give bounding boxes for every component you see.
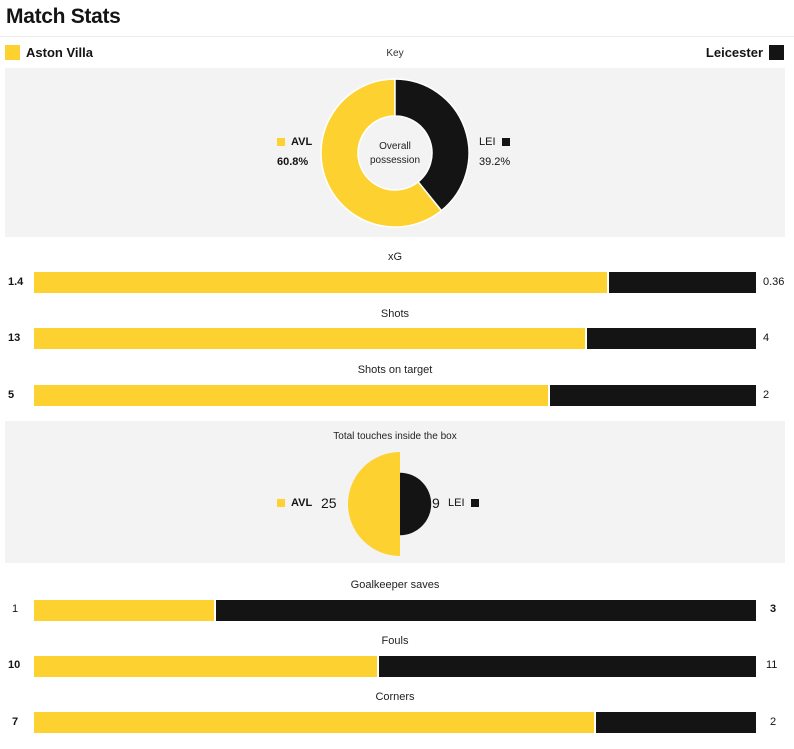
bar-gap [548, 385, 550, 406]
away-legend-swatch [470, 499, 479, 507]
stat-bar [34, 328, 756, 349]
stat-label: Corners [375, 691, 415, 703]
bar-gap [607, 272, 609, 293]
home-touches-legend: AVL [277, 497, 312, 509]
away-stat-value: 2 [763, 389, 770, 401]
home-stat-value: 10 [8, 659, 21, 671]
away-team-header: Leicester [706, 45, 784, 60]
touches-panel: Total touches inside the box AVL 25 9 LE… [5, 421, 785, 563]
home-legend-swatch [277, 138, 285, 146]
home-stat-value: 1 [12, 603, 19, 615]
away-legend-swatch [501, 138, 510, 146]
away-color-swatch [769, 45, 784, 60]
away-touches-half-circle [400, 472, 432, 536]
away-bar-segment [379, 656, 756, 677]
possession-center-line1: Overall [379, 141, 411, 152]
stat-bar [34, 272, 756, 293]
home-bar-segment [34, 600, 214, 621]
possession-donut [320, 78, 470, 228]
away-possession-legend: LEI [479, 136, 510, 148]
bar-gap [377, 656, 379, 677]
home-stat-value: 1.4 [8, 276, 24, 288]
home-touches-value: 25 [321, 495, 337, 511]
home-team-name: Aston Villa [26, 45, 93, 60]
home-stat-value: 7 [12, 716, 19, 728]
stat-bar [34, 600, 756, 621]
home-bar-segment [34, 272, 607, 293]
home-color-swatch [5, 45, 20, 60]
bar-gap [594, 712, 596, 733]
home-possession-legend: AVL [277, 136, 312, 148]
away-stat-value: 4 [763, 332, 770, 344]
away-stat-value: 11 [766, 659, 778, 671]
home-stat-value: 13 [8, 332, 21, 344]
home-bar-segment [34, 712, 594, 733]
away-possession-slice [394, 78, 470, 212]
stat-label: Fouls [381, 635, 409, 647]
home-possession-slice [320, 78, 443, 228]
away-bar-segment [596, 712, 756, 733]
stat-label: xG [387, 251, 403, 263]
home-possession-value: 60.8% [277, 156, 309, 168]
stat-bar [34, 656, 756, 677]
stat-label: Shots [380, 308, 410, 320]
home-team-header: Aston Villa [5, 45, 93, 60]
page-title: Match Stats [6, 5, 121, 28]
possession-center-label: Overall possession [355, 140, 435, 168]
possession-center-line2: possession [369, 155, 421, 166]
away-abbr: LEI [448, 497, 465, 509]
away-bar-segment [609, 272, 756, 293]
home-abbr: AVL [291, 497, 313, 509]
home-bar-segment [34, 385, 548, 406]
away-stat-value: 2 [770, 716, 777, 728]
stat-bar [34, 712, 756, 733]
away-bar-segment [216, 600, 756, 621]
home-bar-segment [34, 656, 377, 677]
touches-half-circles [348, 452, 432, 556]
home-touches-half-circle [348, 452, 400, 556]
home-stat-value: 5 [8, 389, 15, 401]
title-divider [0, 36, 794, 37]
stat-label: Goalkeeper saves [350, 579, 440, 591]
away-stat-value: 3 [770, 603, 777, 615]
stat-bar [34, 385, 756, 406]
away-touches-legend: LEI [448, 497, 479, 509]
home-legend-swatch [277, 499, 285, 507]
away-bar-segment [550, 385, 756, 406]
away-stat-value: 0.36 [763, 276, 785, 288]
possession-panel: AVL 60.8% Overall possession LEI 39.2% [5, 68, 785, 237]
bar-gap [585, 328, 587, 349]
bar-gap [214, 600, 216, 621]
away-possession-value: 39.2% [479, 156, 511, 168]
home-bar-segment [34, 328, 585, 349]
away-team-name: Leicester [705, 45, 763, 60]
touches-label: Total touches inside the box [333, 431, 457, 442]
away-abbr: LEI [479, 136, 496, 148]
away-bar-segment [587, 328, 756, 349]
stat-label: Shots on target [357, 364, 433, 376]
home-abbr: AVL [291, 136, 313, 148]
away-touches-value: 9 [432, 495, 440, 511]
key-label: Key [386, 48, 404, 59]
